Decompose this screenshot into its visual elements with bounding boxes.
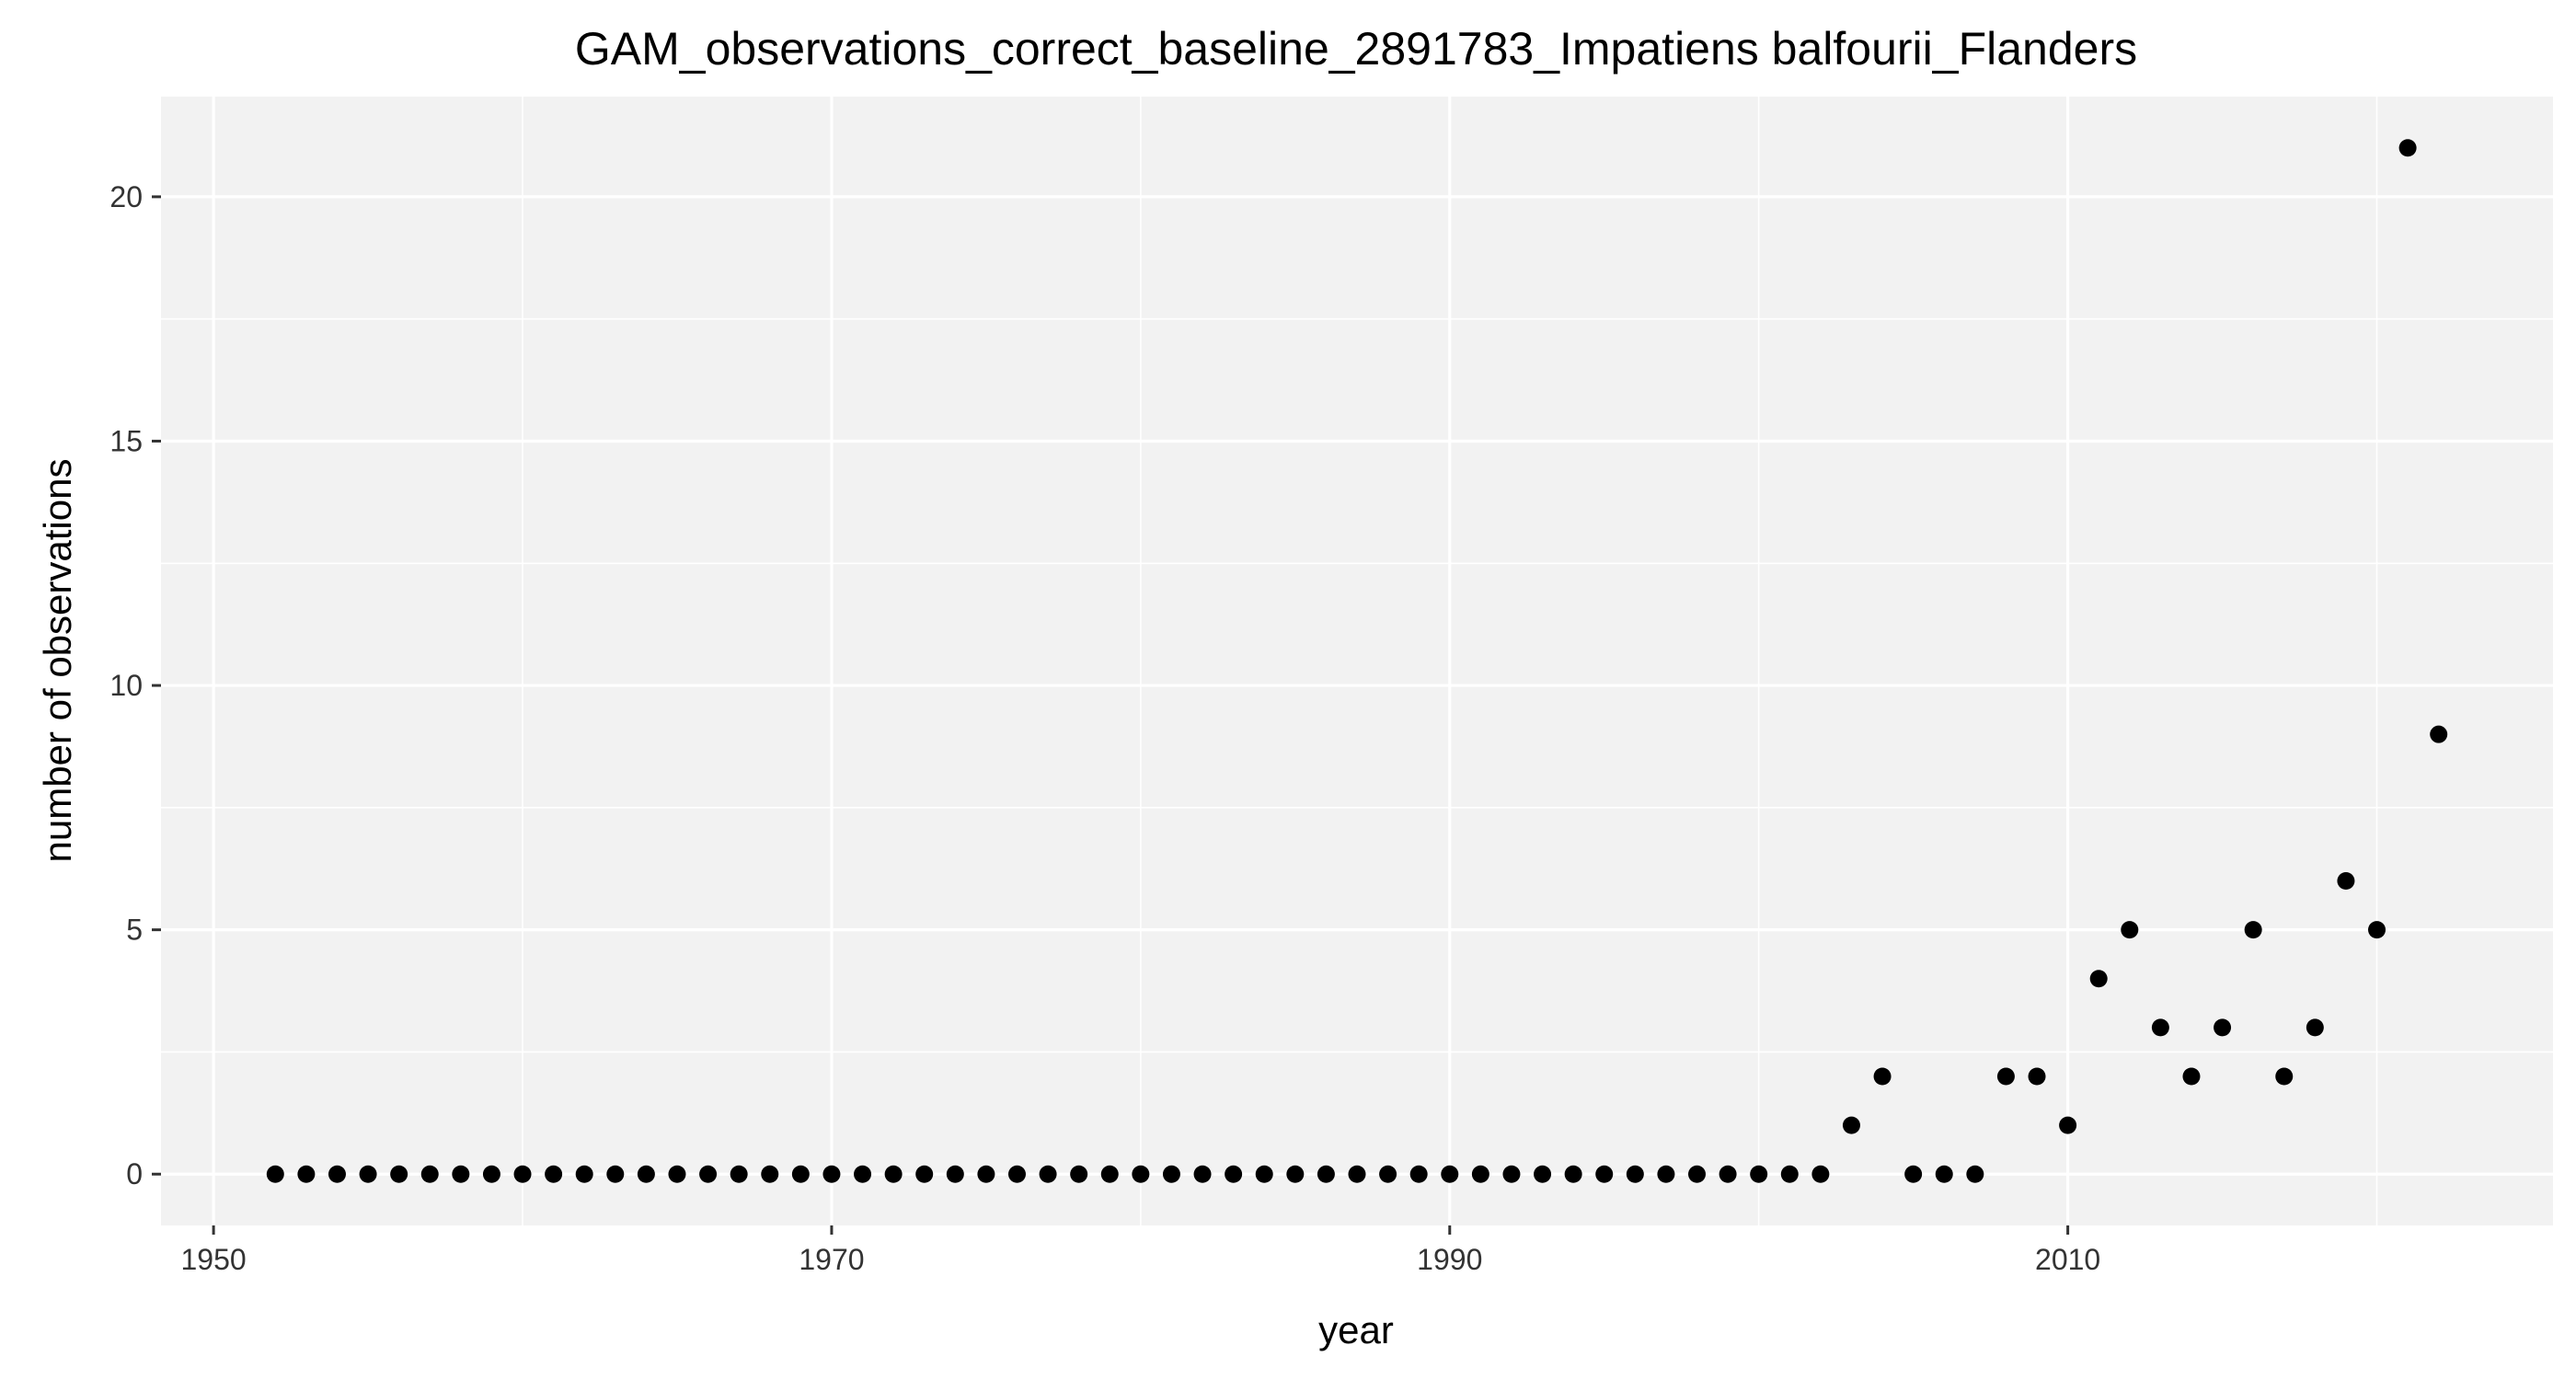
data-point — [1719, 1165, 1737, 1183]
x-tick-label: 1990 — [1417, 1243, 1482, 1276]
data-point — [1811, 1165, 1830, 1183]
data-point — [699, 1165, 718, 1183]
chart-title: GAM_observations_correct_baseline_289178… — [575, 23, 2137, 75]
data-point — [854, 1165, 872, 1183]
data-point — [1132, 1165, 1150, 1183]
data-point — [2089, 970, 2108, 988]
data-point — [2275, 1067, 2294, 1086]
data-point — [2059, 1116, 2077, 1134]
x-tick-label: 1970 — [799, 1243, 864, 1276]
data-point — [822, 1165, 841, 1183]
data-point — [1255, 1165, 1273, 1183]
data-point — [1595, 1165, 1614, 1183]
data-point — [1996, 1067, 2015, 1086]
data-point — [2244, 921, 2262, 939]
data-point — [1039, 1165, 1057, 1183]
data-point — [977, 1165, 995, 1183]
y-tick-label: 20 — [109, 180, 143, 213]
data-point — [791, 1165, 810, 1183]
data-point — [2028, 1067, 2046, 1086]
data-point — [946, 1165, 964, 1183]
data-point — [1007, 1165, 1026, 1183]
data-point — [359, 1165, 377, 1183]
data-point — [1441, 1165, 1459, 1183]
data-point — [1225, 1165, 1243, 1183]
data-point — [884, 1165, 903, 1183]
data-point — [266, 1165, 284, 1183]
data-point — [637, 1165, 655, 1183]
data-point — [1317, 1165, 1335, 1183]
data-point — [1657, 1165, 1675, 1183]
x-axis: 1950 1970 1990 2010 — [181, 1225, 2100, 1276]
data-point — [1626, 1165, 1644, 1183]
y-axis-title: number of observations — [36, 459, 79, 863]
data-point — [2214, 1018, 2232, 1037]
data-point — [575, 1165, 593, 1183]
data-point — [390, 1165, 408, 1183]
data-point — [1935, 1165, 1953, 1183]
data-point — [1780, 1165, 1799, 1183]
data-point — [420, 1165, 439, 1183]
data-point — [2182, 1067, 2201, 1086]
data-point — [2430, 725, 2448, 743]
data-point — [452, 1165, 470, 1183]
plot-panel — [161, 97, 2553, 1225]
y-axis: 0 5 10 15 20 — [109, 180, 161, 1190]
data-point — [1379, 1165, 1397, 1183]
y-tick-label: 15 — [109, 424, 143, 457]
data-point — [2368, 921, 2386, 939]
data-point — [1966, 1165, 1984, 1183]
data-point — [328, 1165, 346, 1183]
data-point — [1286, 1165, 1305, 1183]
data-point — [1100, 1165, 1119, 1183]
data-point — [1750, 1165, 1768, 1183]
data-point — [545, 1165, 563, 1183]
data-point — [513, 1165, 532, 1183]
data-point — [1688, 1165, 1707, 1183]
data-point — [1564, 1165, 1582, 1183]
grid-minor — [161, 97, 2553, 1225]
data-point — [1162, 1165, 1180, 1183]
data-point — [1904, 1165, 1923, 1183]
data-point — [1471, 1165, 1489, 1183]
data-point — [2337, 872, 2355, 891]
data-point — [1873, 1067, 1892, 1086]
data-point — [297, 1165, 316, 1183]
data-point — [2151, 1018, 2169, 1037]
y-tick-label: 5 — [126, 914, 143, 947]
x-tick-label: 1950 — [181, 1243, 247, 1276]
data-point — [482, 1165, 500, 1183]
data-points — [266, 139, 2448, 1183]
data-point — [1409, 1165, 1428, 1183]
data-point — [2398, 139, 2417, 157]
data-point — [2306, 1018, 2324, 1037]
data-point — [606, 1165, 625, 1183]
data-point — [1193, 1165, 1212, 1183]
data-point — [668, 1165, 686, 1183]
data-point — [915, 1165, 934, 1183]
data-point — [1534, 1165, 1552, 1183]
data-point — [730, 1165, 748, 1183]
data-point — [761, 1165, 779, 1183]
data-point — [2121, 921, 2139, 939]
data-point — [1348, 1165, 1366, 1183]
y-tick-label: 0 — [126, 1157, 143, 1190]
x-axis-title: year — [1318, 1308, 1394, 1351]
y-tick-label: 10 — [109, 669, 143, 702]
data-point — [1502, 1165, 1521, 1183]
data-point — [1842, 1116, 1860, 1134]
x-tick-label: 2010 — [2035, 1243, 2100, 1276]
data-point — [1070, 1165, 1088, 1183]
